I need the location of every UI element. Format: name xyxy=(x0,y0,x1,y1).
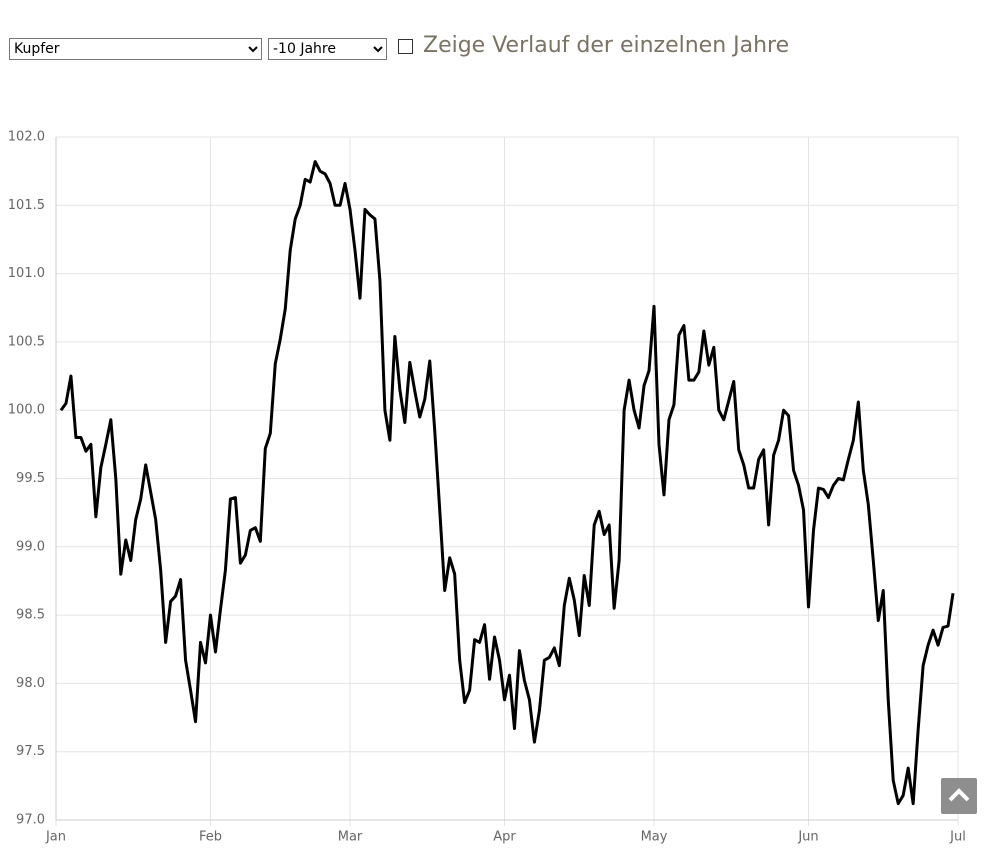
x-tick-label: Jan xyxy=(45,830,66,845)
y-tick-label: 100.5 xyxy=(8,334,45,349)
metal-select[interactable]: Kupfer xyxy=(9,38,262,60)
checkbox-label[interactable]: Zeige Verlauf der einzelnen Jahre xyxy=(423,33,790,58)
period-select[interactable]: -10 Jahre xyxy=(268,38,387,60)
y-tick-label: 100.0 xyxy=(8,403,45,418)
y-tick-label: 102.0 xyxy=(8,130,45,145)
data-line xyxy=(59,160,955,806)
y-tick-label: 101.0 xyxy=(8,266,45,281)
scroll-top-button[interactable] xyxy=(941,778,977,814)
x-tick-label: May xyxy=(641,830,668,845)
y-tick-label: 97.0 xyxy=(16,813,45,828)
checkbox[interactable] xyxy=(398,39,413,54)
x-tick-label: Mar xyxy=(338,830,363,845)
y-tick-label: 98.0 xyxy=(16,676,45,691)
y-tick-label: 98.5 xyxy=(16,608,45,623)
x-tick-label: Apr xyxy=(493,830,516,845)
x-tick-label: Feb xyxy=(199,830,222,845)
y-tick-label: 97.5 xyxy=(16,744,45,759)
x-tick-label: Jul xyxy=(949,830,966,845)
y-tick-label: 99.0 xyxy=(16,539,45,554)
y-tick-label: 99.5 xyxy=(16,471,45,486)
chevron-icon xyxy=(948,788,970,802)
x-tick-label: Jun xyxy=(797,830,818,845)
y-tick-label: 101.5 xyxy=(8,198,45,213)
